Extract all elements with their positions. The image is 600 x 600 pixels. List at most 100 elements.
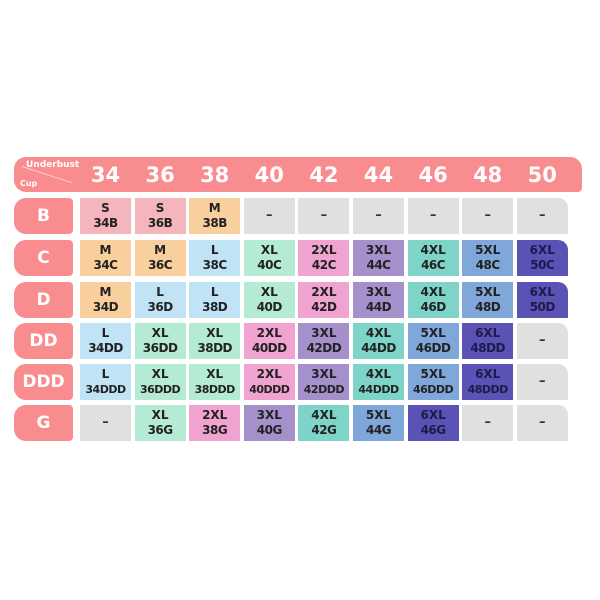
size-label: XL (151, 367, 169, 381)
bra-size-code: 44DDD (358, 383, 399, 396)
size-cell: – (243, 198, 295, 234)
size-label: 4XL (311, 408, 337, 422)
size-cell: XL 36DD (134, 323, 186, 359)
bra-size-code: 34DD (88, 341, 123, 355)
bra-size-code: 46C (421, 258, 446, 272)
cup-label: Cup (20, 179, 38, 188)
underbust-label: Underbust (26, 160, 80, 170)
size-label: M (99, 285, 112, 299)
size-cell: – (516, 323, 568, 359)
size-label: 3XL (256, 408, 282, 422)
size-label: S (155, 201, 165, 215)
size-cell: – (407, 198, 459, 234)
size-cell: 5XL 48D (462, 282, 514, 318)
bra-size-code: 40D (256, 300, 283, 314)
bra-size-code: 48D (475, 300, 501, 314)
size-cell: 6XL 48DDD (462, 364, 514, 400)
bra-size-code: 48DDD (467, 383, 509, 396)
size-cell: XL 40D (243, 282, 295, 318)
size-label: 2XL (202, 408, 228, 422)
row-label-DDD: DDD (14, 364, 73, 400)
size-label: 4XL (365, 326, 392, 340)
size-cell: 4XL 46C (407, 240, 459, 276)
size-cell: 6XL 50D (516, 282, 568, 318)
row-label-G: G (14, 405, 73, 441)
bra-size-code: 44C (366, 258, 391, 272)
row-label-B: B (14, 198, 73, 234)
bra-size-code: 48DD (470, 341, 505, 355)
size-cell: – (516, 198, 568, 234)
size-label: M (99, 243, 112, 257)
size-cell: M 34C (80, 240, 131, 276)
size-cell: L 38D (189, 282, 241, 318)
size-label: XL (206, 367, 224, 381)
size-label: 6XL (475, 326, 501, 340)
column-header-34: 34 (90, 163, 121, 187)
bra-size-code: 36G (147, 423, 174, 437)
size-cell: L 38C (189, 240, 241, 276)
bra-size-code: 40C (257, 258, 282, 272)
bra-size-code: 46DDD (412, 383, 454, 396)
bra-size-code: 42G (311, 423, 337, 437)
size-label: 5XL (420, 367, 446, 381)
header-bar: Underbust Cup 34 36 38 40 42 44 46 48 50 (14, 157, 582, 192)
size-label: L (101, 367, 110, 381)
size-label: 4XL (420, 285, 446, 299)
size-label: 2XL (256, 367, 282, 381)
bra-size-code: 34D (92, 300, 119, 314)
size-label: 2XL (311, 243, 337, 257)
size-label: M (208, 201, 221, 215)
size-label: L (156, 285, 164, 299)
column-header-42: 42 (309, 163, 339, 187)
bra-size-code: 36D (147, 300, 174, 314)
bra-size-code: 48C (475, 258, 501, 272)
size-cell: 2XL 38G (189, 405, 241, 441)
bra-size-code: 38D (202, 300, 228, 314)
bra-size-code: 44G (365, 423, 392, 437)
size-cell: M 34D (80, 282, 131, 318)
size-label: L (101, 326, 110, 340)
bra-size-code: 36DD (142, 341, 178, 355)
size-label: 5XL (365, 408, 392, 422)
size-label: 2XL (311, 285, 337, 299)
bra-size-code: 46G (420, 423, 447, 437)
size-cell: 6XL 48DD (462, 323, 514, 359)
size-cell: 2XL 42D (298, 282, 350, 318)
size-label: 6XL (529, 285, 555, 299)
size-cell: 2XL 42C (298, 240, 350, 276)
size-cell: 4XL 46D (407, 282, 459, 318)
size-cell: 5XL 46DD (407, 323, 459, 359)
size-cell: L 34DDD (80, 364, 131, 400)
bra-size-code: 38C (202, 258, 228, 272)
bra-size-code: 34DDD (85, 383, 126, 396)
bra-size-code: 38B (202, 216, 228, 230)
bra-size-code: 42DDD (303, 383, 345, 396)
size-label: 6XL (529, 243, 555, 257)
size-cell: – (353, 198, 404, 234)
size-cell: – (462, 198, 514, 234)
bra-size-code: 42D (311, 300, 337, 314)
size-label: 5XL (475, 285, 501, 299)
size-cell: 3XL 42DDD (298, 364, 350, 400)
size-label: XL (206, 326, 224, 340)
size-label: XL (260, 285, 278, 299)
column-header-50: 50 (527, 163, 557, 187)
size-cell: M 38B (189, 198, 241, 234)
size-cell: – (80, 405, 131, 441)
bra-size-code: 46D (420, 300, 447, 314)
size-cell: S 36B (134, 198, 186, 234)
bra-size-code: 38DD (197, 341, 232, 355)
column-header-36: 36 (145, 163, 175, 187)
size-cell: S 34B (80, 198, 131, 234)
bra-size-code: 46DD (415, 341, 451, 355)
size-label: XL (151, 408, 169, 422)
bra-size-code: 34B (93, 216, 118, 230)
size-cell: 5XL 48C (462, 240, 514, 276)
column-header-44: 44 (363, 163, 394, 187)
size-label: 2XL (256, 326, 282, 340)
size-cell: M 36C (134, 240, 186, 276)
size-cell: – (298, 198, 350, 234)
size-cell: 6XL 50C (516, 240, 568, 276)
column-header-48: 48 (473, 163, 503, 187)
bra-size-code: 44D (365, 300, 392, 314)
